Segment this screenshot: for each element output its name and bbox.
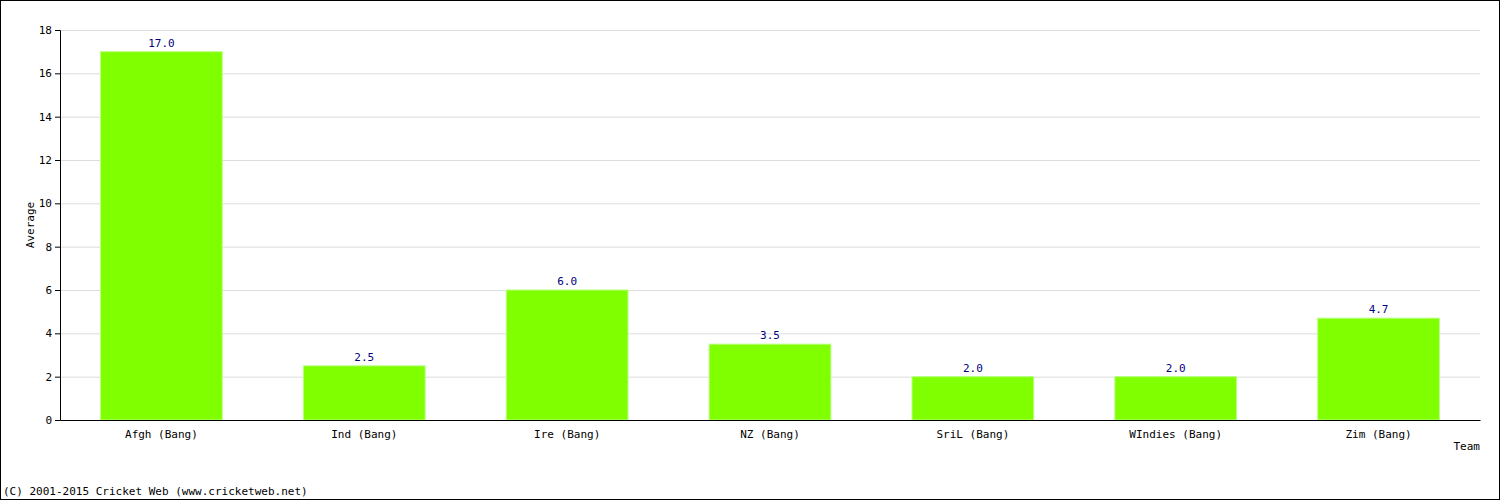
y-tick: 6 xyxy=(45,284,60,297)
y-tick: 16 xyxy=(39,67,60,80)
data-labels: 17.0 2.5 6.0 3.5 2.0 2.0 4.7 xyxy=(148,37,1388,375)
x-tick: WIndies (Bang) xyxy=(1129,420,1222,441)
y-tick-mark xyxy=(55,377,60,378)
annotations: (C) 2001-2015 Cricket Web (www.cricketwe… xyxy=(3,485,308,498)
grid-line xyxy=(60,247,1480,248)
bar xyxy=(1318,318,1440,420)
footer: (C) 2001-2015 Cricket Web (www.cricketwe… xyxy=(3,485,308,498)
bars xyxy=(101,52,1440,420)
y-tick-mark xyxy=(55,117,60,118)
y-tick-label: 8 xyxy=(45,241,52,254)
y-axis-line xyxy=(55,31,61,421)
x-axis-line xyxy=(61,420,1481,421)
y-tick-mark xyxy=(55,203,60,204)
data-label: 6.0 xyxy=(557,275,577,288)
x-tick: SriL (Bang) xyxy=(936,420,1009,441)
y-tick-label: 2 xyxy=(45,371,52,384)
x-tick-label: SriL (Bang) xyxy=(936,428,1009,441)
bar xyxy=(709,344,831,420)
grid-line xyxy=(60,420,1480,421)
x-axis-title: Team xyxy=(1454,440,1481,453)
grid-line xyxy=(60,73,1480,74)
x-tick-label: WIndies (Bang) xyxy=(1129,428,1222,441)
x-tick-label: NZ (Bang) xyxy=(740,428,800,441)
data-label: 17.0 xyxy=(148,37,175,50)
y-tick-label: 14 xyxy=(39,111,53,124)
data-label: 4.7 xyxy=(1369,303,1389,316)
x-tick-label: Ire (Bang) xyxy=(534,428,600,441)
y-tick-label: 16 xyxy=(39,67,52,80)
data-label: 2.5 xyxy=(354,351,374,364)
frame xyxy=(1,1,1500,500)
y-tick-mark xyxy=(55,333,60,334)
y-tick: 10 xyxy=(39,197,60,210)
y-tick: 4 xyxy=(45,327,60,340)
x-tick: Ire (Bang) xyxy=(534,420,600,441)
y-tick-label: 4 xyxy=(45,327,52,340)
x-axis: Afgh (Bang) Ind (Bang) Ire (Bang) NZ (Bang)… xyxy=(61,420,1481,441)
x-tick: NZ (Bang) xyxy=(740,420,800,441)
y-tick: 8 xyxy=(45,241,60,254)
x-tick-label: Afgh (Bang) xyxy=(125,428,198,441)
y-tick-mark xyxy=(55,290,60,291)
bar xyxy=(101,52,223,420)
y-tick-label: 18 xyxy=(39,24,52,37)
x-tick-label: Zim (Bang) xyxy=(1345,428,1411,441)
y-tick: 12 xyxy=(39,154,60,167)
x-tick: Afgh (Bang) xyxy=(125,420,198,441)
chart: 17.0 2.5 6.0 3.5 2.0 2.0 4.7 0 2 4 6 8 10 12 14 16 18 Afg… xyxy=(0,0,1500,500)
grid-line xyxy=(60,30,1480,31)
y-tick-mark xyxy=(55,247,60,248)
x-tick: Zim (Bang) xyxy=(1345,420,1411,441)
grid-line xyxy=(60,203,1480,204)
plot: 17.0 2.5 6.0 3.5 2.0 2.0 4.7 0 2 4 6 8 10 12 14 16 18 Afg… xyxy=(39,24,1481,441)
y-tick-mark xyxy=(55,420,60,421)
y-tick: 14 xyxy=(39,111,60,124)
x-tick: Ind (Bang) xyxy=(331,420,397,441)
y-axis: 0 2 4 6 8 10 12 14 16 18 xyxy=(39,24,61,427)
y-tick-label: 6 xyxy=(45,284,52,297)
bar xyxy=(303,366,425,420)
data-label: 3.5 xyxy=(760,329,780,342)
bar xyxy=(506,290,628,420)
bar xyxy=(1115,377,1237,420)
y-tick: 2 xyxy=(45,371,60,384)
bar xyxy=(912,377,1034,420)
y-tick-label: 0 xyxy=(45,414,52,427)
y-tick-mark xyxy=(55,160,60,161)
y-tick-mark xyxy=(55,73,60,74)
y-tick: 18 xyxy=(39,24,60,37)
data-label: 2.0 xyxy=(1166,362,1186,375)
y-tick-mark xyxy=(55,30,60,31)
y-tick-label: 12 xyxy=(39,154,52,167)
y-axis-title: Average xyxy=(24,202,37,248)
y-tick-label: 10 xyxy=(39,197,52,210)
data-label: 2.0 xyxy=(963,362,983,375)
y-tick: 0 xyxy=(45,414,60,427)
grid-line xyxy=(60,160,1480,161)
grid xyxy=(60,31,1480,421)
x-tick-label: Ind (Bang) xyxy=(331,428,397,441)
grid-line xyxy=(60,290,1480,291)
grid-line xyxy=(60,117,1480,118)
